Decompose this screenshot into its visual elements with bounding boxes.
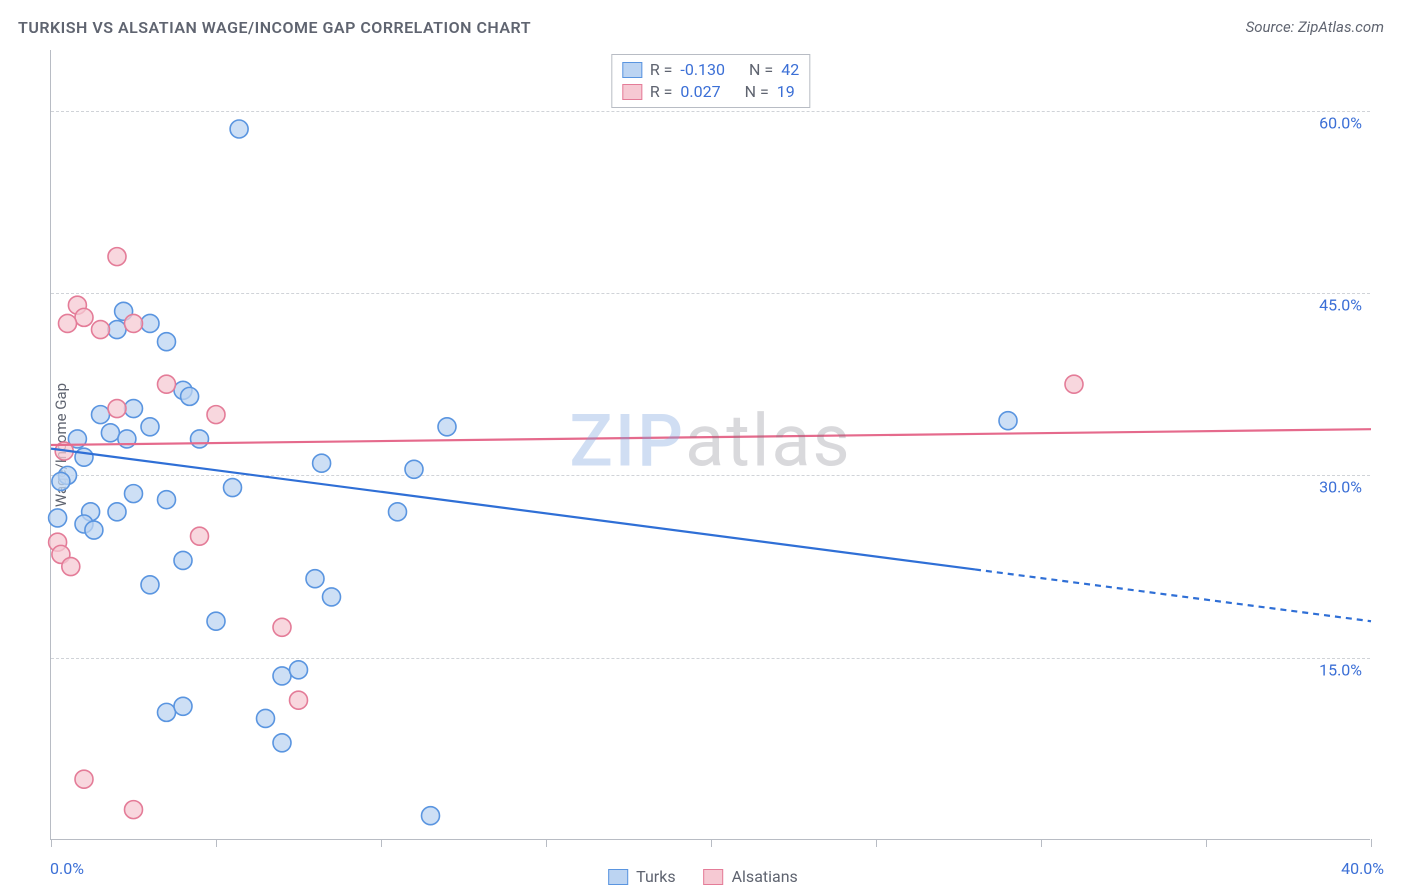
scatter-point	[141, 418, 159, 436]
scatter-point	[92, 321, 110, 339]
x-tick	[381, 839, 382, 847]
legend-n-label: N =	[749, 59, 773, 81]
scatter-point	[1065, 375, 1083, 393]
x-tick	[711, 839, 712, 847]
scatter-point	[158, 333, 176, 351]
x-min-label: 0.0%	[50, 859, 84, 878]
legend-r-value: -0.130	[680, 59, 725, 81]
series-legend: Turks Alsatians	[608, 867, 798, 886]
trend-line	[51, 429, 1371, 445]
legend-swatch-icon	[608, 869, 628, 885]
legend-n-label: N =	[745, 81, 769, 103]
x-tick	[216, 839, 217, 847]
x-tick	[1206, 839, 1207, 847]
scatter-point	[141, 576, 159, 594]
scatter-point	[158, 491, 176, 509]
correlation-legend-row: R = -0.130 N = 42	[622, 59, 799, 81]
scatter-point	[125, 314, 143, 332]
scatter-point	[999, 412, 1017, 430]
scatter-point	[323, 588, 341, 606]
scatter-point	[108, 321, 126, 339]
scatter-point	[158, 703, 176, 721]
scatter-point	[141, 314, 159, 332]
chart-svg	[51, 50, 1370, 839]
scatter-point	[52, 472, 70, 490]
scatter-point	[290, 691, 308, 709]
legend-swatch-icon	[622, 62, 642, 78]
trend-line	[51, 449, 975, 570]
legend-n-value: 42	[781, 59, 799, 81]
scatter-point	[230, 120, 248, 138]
scatter-point	[108, 503, 126, 521]
scatter-point	[75, 448, 93, 466]
scatter-point	[191, 527, 209, 545]
correlation-legend: R = -0.130 N = 42 R = 0.027 N = 19	[611, 54, 810, 108]
correlation-legend-row: R = 0.027 N = 19	[622, 81, 799, 103]
scatter-point	[75, 770, 93, 788]
scatter-point	[108, 400, 126, 418]
legend-n-value: 19	[777, 81, 795, 103]
scatter-point	[158, 375, 176, 393]
x-tick	[876, 839, 877, 847]
scatter-point	[313, 454, 331, 472]
x-max-label: 40.0%	[1341, 859, 1384, 878]
scatter-point	[49, 509, 67, 527]
scatter-point	[191, 430, 209, 448]
scatter-point	[92, 406, 110, 424]
scatter-point	[101, 424, 119, 442]
legend-label: Alsatians	[732, 867, 798, 886]
x-tick	[51, 839, 52, 847]
scatter-point	[405, 460, 423, 478]
legend-item: Turks	[608, 867, 675, 886]
legend-swatch-icon	[704, 869, 724, 885]
x-tick	[546, 839, 547, 847]
scatter-point	[422, 807, 440, 825]
scatter-point	[62, 558, 80, 576]
x-tick	[1041, 839, 1042, 847]
scatter-point	[207, 406, 225, 424]
scatter-point	[174, 551, 192, 569]
scatter-point	[85, 521, 103, 539]
legend-swatch-icon	[622, 84, 642, 100]
chart-title: TURKISH VS ALSATIAN WAGE/INCOME GAP CORR…	[18, 18, 531, 37]
legend-r-value: 0.027	[680, 81, 720, 103]
scatter-point	[273, 618, 291, 636]
legend-item: Alsatians	[704, 867, 798, 886]
scatter-point	[438, 418, 456, 436]
scatter-point	[273, 734, 291, 752]
scatter-point	[224, 479, 242, 497]
scatter-point	[181, 387, 199, 405]
scatter-point	[207, 612, 225, 630]
scatter-point	[125, 485, 143, 503]
legend-r-label: R =	[650, 59, 673, 81]
scatter-point	[125, 801, 143, 819]
scatter-point	[389, 503, 407, 521]
scatter-point	[108, 248, 126, 266]
source-attribution: Source: ZipAtlas.com	[1246, 18, 1384, 36]
scatter-point	[273, 667, 291, 685]
legend-r-label: R =	[650, 81, 673, 103]
x-tick	[1371, 839, 1372, 847]
scatter-point	[75, 308, 93, 326]
scatter-point	[125, 400, 143, 418]
scatter-point	[306, 570, 324, 588]
trend-line-dashed	[975, 569, 1371, 621]
legend-label: Turks	[636, 867, 675, 886]
scatter-point	[290, 661, 308, 679]
plot-area: Wage/Income Gap 15.0%30.0%45.0%60.0% ZIP…	[50, 50, 1370, 840]
scatter-point	[59, 314, 77, 332]
scatter-point	[174, 697, 192, 715]
scatter-point	[257, 709, 275, 727]
